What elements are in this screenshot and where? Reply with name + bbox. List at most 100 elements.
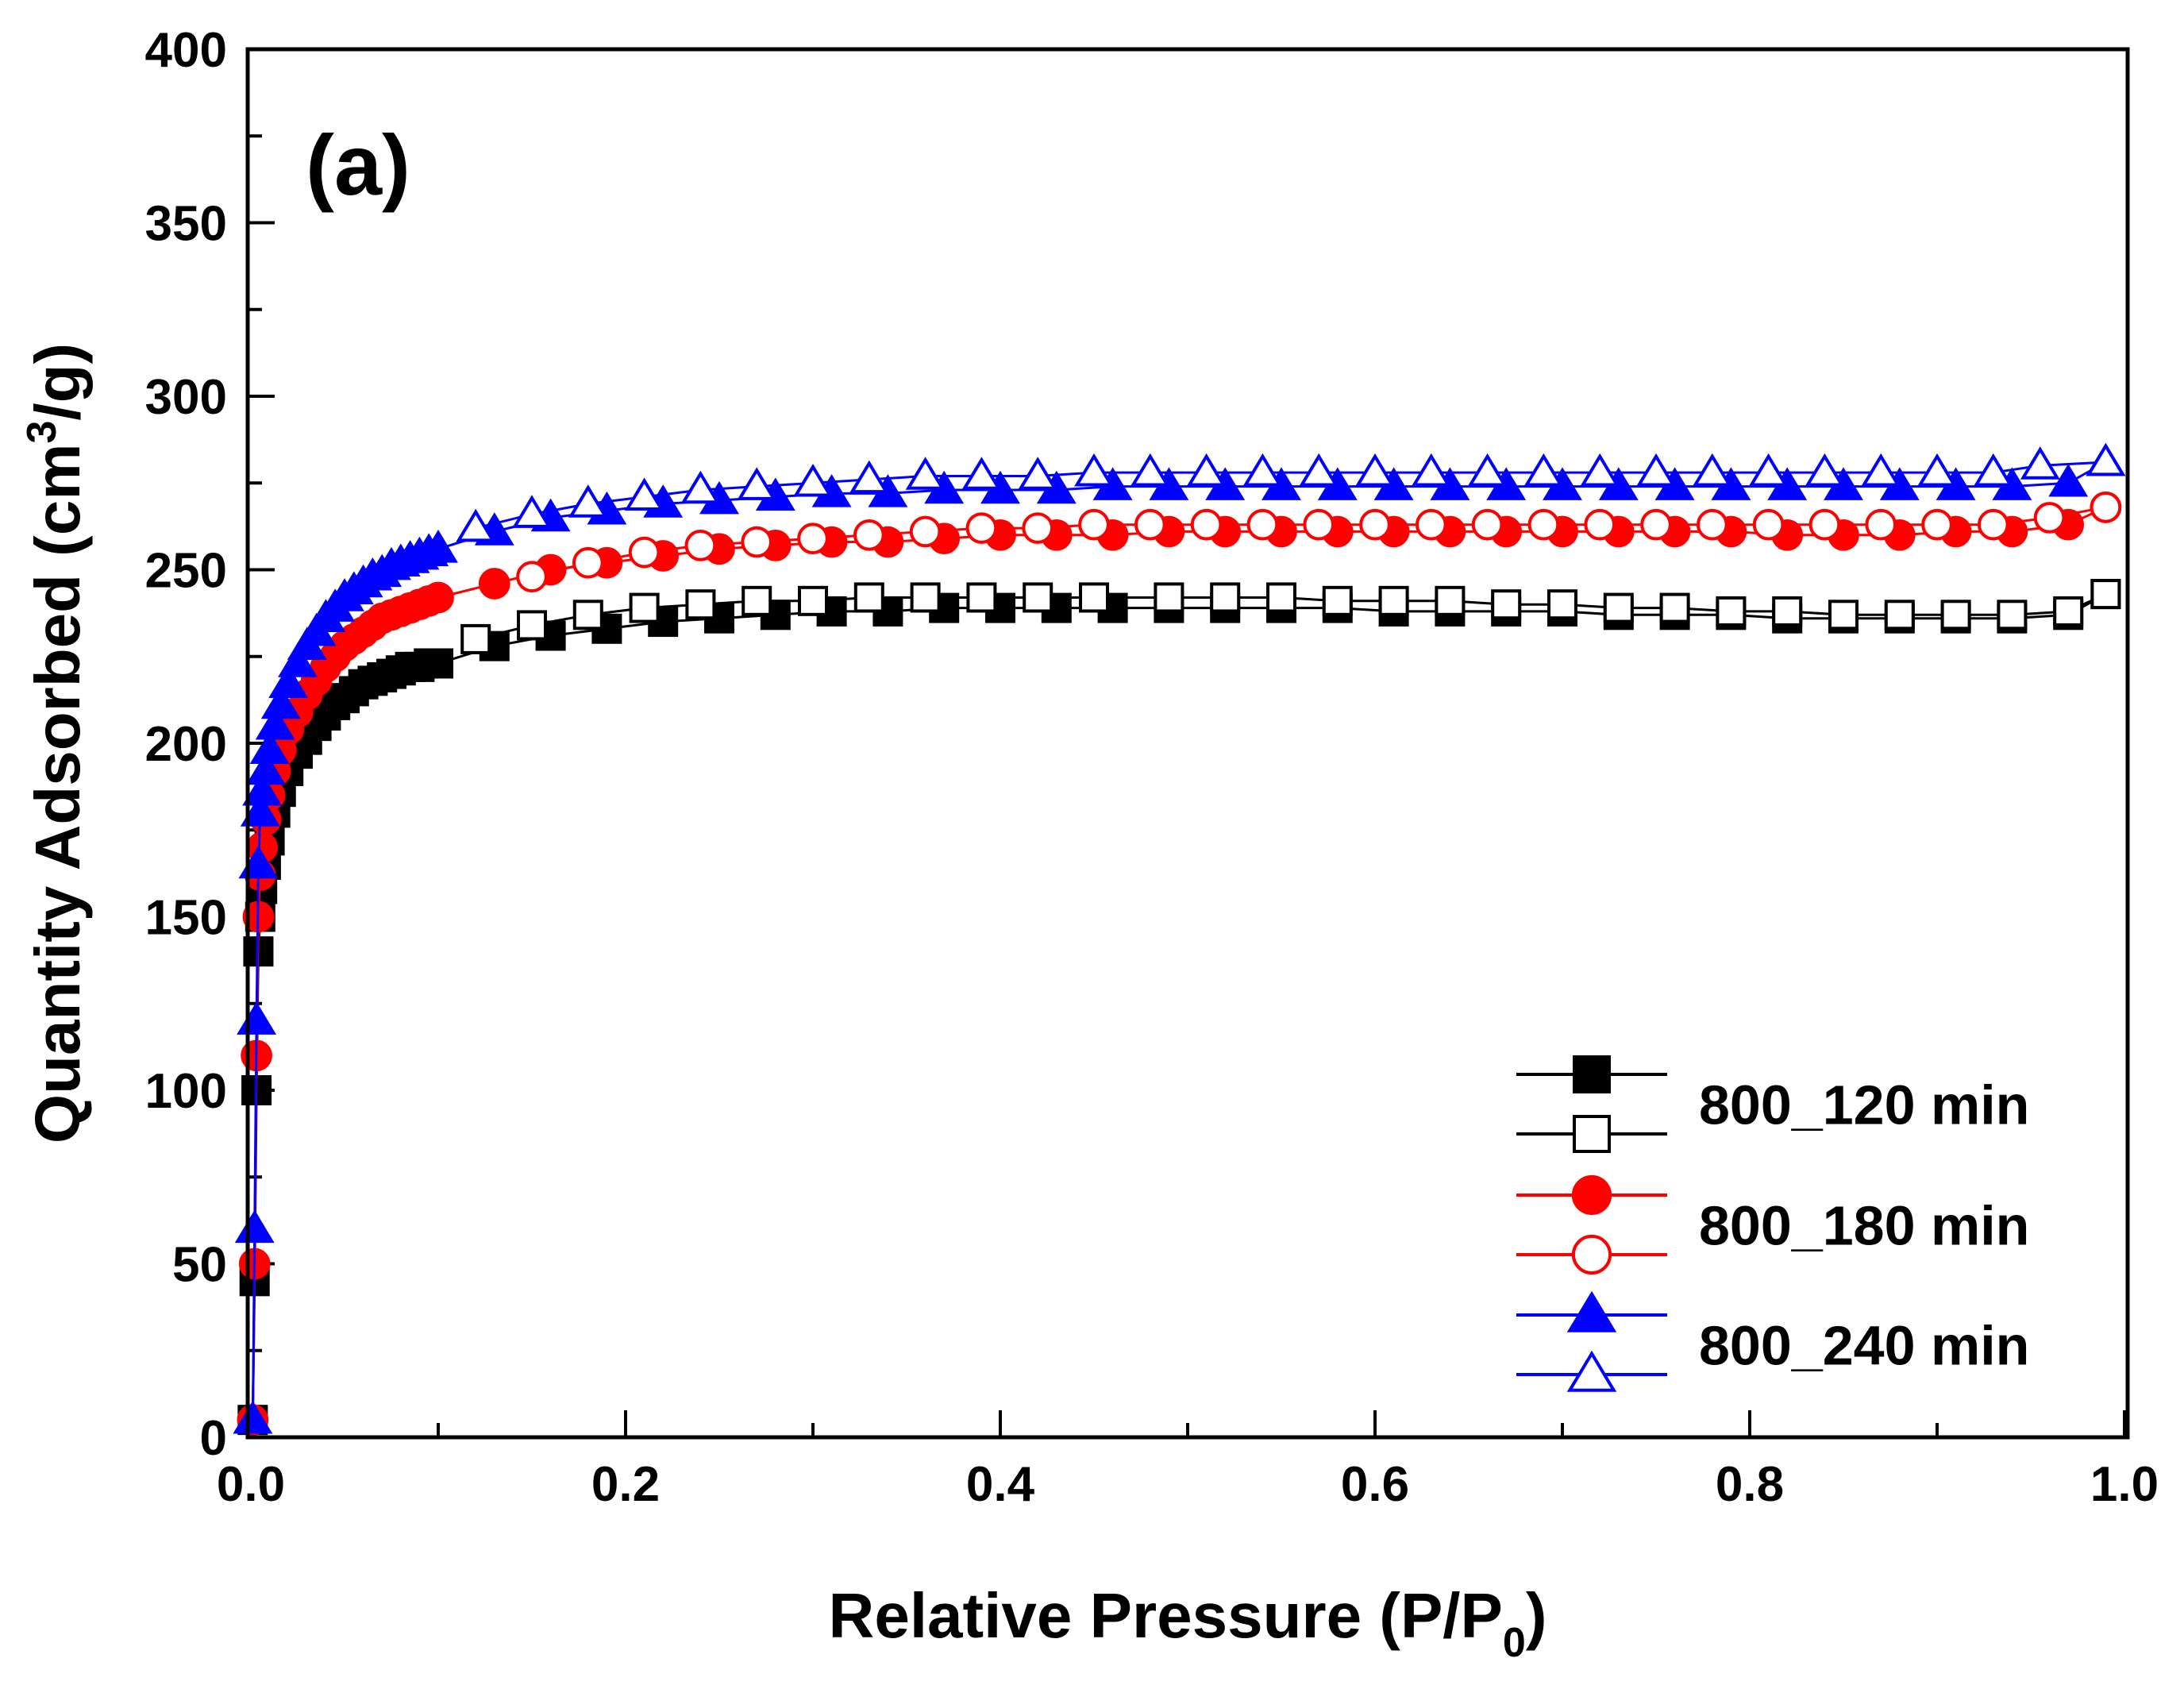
legend-marker-filled [1573, 1055, 1611, 1093]
data-series [233, 442, 2126, 1436]
data-point-800-240-min-desorption [1748, 453, 1789, 487]
y-axis-title: Quantity Adsorbed (cm3/g) [19, 343, 93, 1143]
data-point-800-180-min-desorption [853, 519, 885, 551]
data-point-800-120-min-desorption [1154, 582, 1184, 613]
data-point-800-240-min-desorption [1805, 453, 1845, 487]
data-point-800-240-min-desorption [961, 457, 1002, 490]
data-point-800-120-min-desorption [685, 589, 716, 620]
data-point-800-120-min-desorption [1940, 600, 1971, 630]
data-point-800-180-min-desorption [1808, 508, 1841, 541]
data-point-800-120-min-desorption [1322, 585, 1353, 616]
data-point-800-180-min-desorption [1865, 508, 1897, 541]
data-point-800-240-min-desorption [1523, 453, 1564, 487]
data-point-800-240-min-desorption [624, 477, 664, 511]
data-point-800-180-min-desorption [1415, 508, 1447, 541]
data-point-800-180-min-desorption [684, 530, 717, 561]
data-point-800-240-min-desorption [512, 495, 552, 528]
legend-marker-open [1566, 1350, 1617, 1392]
legend-label: 800_240 min [1699, 1315, 2029, 1377]
data-point-800-180-min-desorption [1921, 508, 1953, 541]
data-point-800-240-min-desorption [1018, 457, 1058, 490]
data-point-800-240-min-desorption [793, 463, 833, 497]
y-tick-label: 0 [200, 1411, 227, 1466]
data-point-800-240-min-desorption [680, 470, 721, 504]
data-point-800-240-min-desorption [456, 508, 496, 542]
data-point-800-180-min-desorption [516, 561, 548, 593]
x-axis-title: Relative Pressure (P/P0) [829, 1580, 1547, 1666]
data-point-800-240-min-adsorption [249, 731, 290, 765]
y-tick-label: 400 [145, 23, 227, 78]
legend-item: 800_180 min [1516, 1174, 2029, 1275]
y-axis-title-main: Quantity Adsorbed (cm [22, 444, 93, 1144]
panel-label: (a) [306, 117, 410, 213]
legend-marker-open [1571, 1234, 1612, 1275]
data-point-800-180-min-adsorption [478, 568, 510, 600]
data-point-800-240-min-desorption [1692, 453, 1732, 487]
data-point-800-240-min-adsorption [255, 706, 295, 740]
y-axis-title-superscript: 3 [19, 421, 65, 444]
y-tick-labels: 0 50 100 150 200 250 300 350 400 [145, 23, 227, 1466]
data-point-800-120-min-desorption [1266, 582, 1296, 613]
data-point-800-240-min-desorption [1411, 453, 1451, 487]
data-point-800-180-min-desorption [1303, 508, 1335, 541]
legend: 800_120 min 800_180 min 800_240 min [1516, 1055, 2029, 1392]
data-point-800-240-min-desorption [1917, 453, 1957, 487]
data-point-800-180-min-desorption [572, 546, 604, 579]
data-point-800-120-min-desorption [741, 585, 772, 616]
y-tick-label: 200 [145, 717, 227, 772]
data-point-800-240-min-desorption [568, 484, 608, 518]
data-point-800-240-min-adsorption [233, 1400, 273, 1434]
data-point-800-120-min-desorption [1491, 589, 1522, 620]
data-point-800-240-min-desorption [1861, 453, 1901, 487]
data-point-800-120-min-desorption [1547, 589, 1577, 620]
x-axis-title-main: Relative Pressure (P/P [829, 1580, 1503, 1651]
data-point-800-120-min-desorption [1884, 600, 1915, 630]
data-point-800-120-min-desorption [1378, 585, 1409, 616]
data-point-800-120-min-desorption [1772, 596, 1803, 627]
data-point-800-240-min-desorption [905, 457, 946, 490]
data-point-800-180-min-desorption [628, 536, 661, 569]
data-point-800-180-min-desorption [1527, 508, 1560, 541]
data-point-800-120-min-desorption [1435, 585, 1466, 616]
data-point-800-240-min-desorption [1186, 453, 1227, 487]
data-point-800-120-min-desorption [798, 585, 828, 616]
data-point-800-240-min-adsorption [2048, 463, 2089, 497]
y-tick-label: 350 [145, 197, 227, 252]
legend-label: 800_180 min [1699, 1195, 2029, 1257]
data-point-800-120-min-desorption [1716, 596, 1747, 627]
data-point-800-180-min-adsorption [422, 581, 454, 614]
data-point-800-240-min-adsorption [278, 644, 318, 677]
data-point-800-180-min-desorption [909, 515, 942, 548]
data-point-800-240-min-desorption [737, 467, 777, 500]
data-point-800-180-min-desorption [1471, 508, 1504, 541]
data-point-800-240-min-desorption [1074, 453, 1114, 487]
data-point-800-120-min-desorption [1210, 582, 1241, 613]
data-point-800-240-min-adsorption [260, 685, 301, 719]
data-point-800-240-min-adsorption [240, 793, 280, 827]
x-tick-label: 0.6 [1341, 1457, 1409, 1512]
data-point-800-180-min-desorption [1640, 508, 1672, 541]
data-point-800-120-min-desorption [1603, 592, 1634, 623]
legend-marker-filled [1566, 1290, 1617, 1332]
data-point-800-180-min-desorption [2033, 502, 2066, 534]
data-point-800-120-min-desorption [2053, 596, 2084, 627]
data-point-800-120-min-desorption [629, 592, 660, 623]
y-tick-label: 300 [145, 370, 227, 425]
series-800-180-min-desorption [516, 491, 2122, 593]
legend-label: 800_120 min [1699, 1074, 2029, 1136]
data-point-800-240-min-desorption [1467, 453, 1508, 487]
data-point-800-120-min-desorption [853, 582, 884, 613]
data-point-800-240-min-desorption [849, 460, 889, 494]
x-tick-label: 0.2 [591, 1457, 660, 1512]
legend-item: 800_120 min [1516, 1055, 2029, 1153]
data-point-800-120-min-desorption [572, 600, 603, 630]
data-point-800-180-min-desorption [1584, 508, 1616, 541]
data-point-800-180-min-desorption [741, 526, 773, 558]
data-point-800-180-min-desorption [1134, 508, 1166, 541]
x-tick-label: 0.0 [217, 1457, 285, 1512]
y-axis-title-close: /g) [22, 343, 93, 421]
y-tick-label: 150 [145, 891, 227, 946]
data-point-800-120-min-desorption [1023, 582, 1053, 613]
data-point-800-240-min-desorption [1973, 453, 2013, 487]
